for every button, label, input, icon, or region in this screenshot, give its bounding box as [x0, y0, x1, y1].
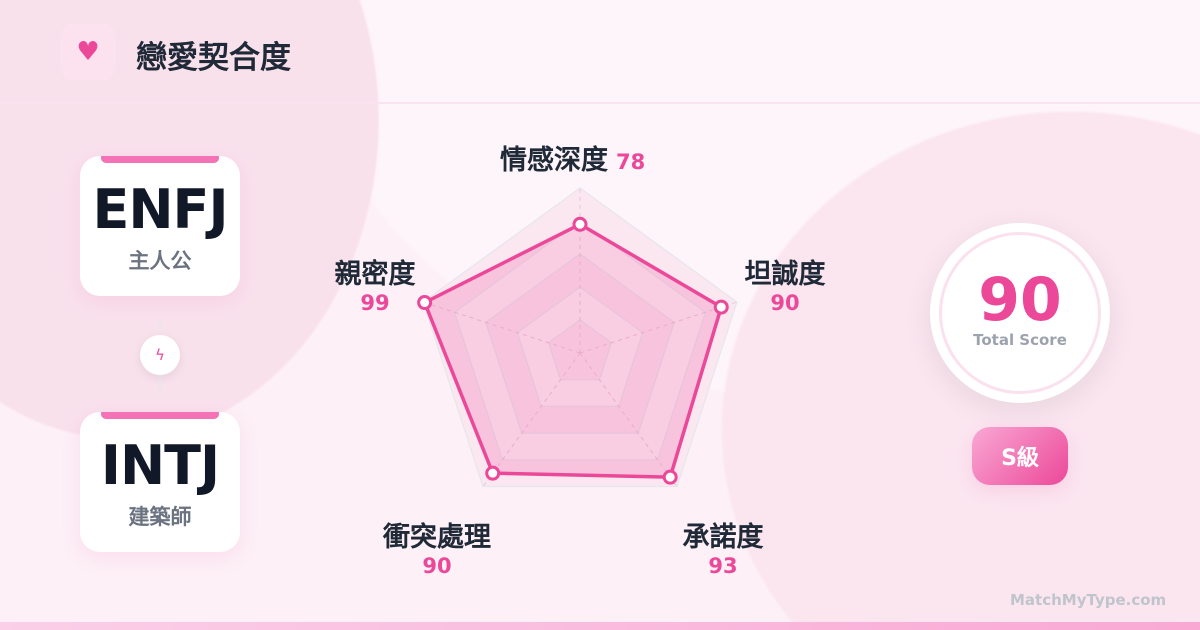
- connector-line: [159, 320, 161, 330]
- data-point: [572, 216, 588, 232]
- grid-axis: [579, 301, 738, 354]
- axis-value: 78: [616, 150, 646, 174]
- axis-label-4: 親密度 99: [320, 252, 430, 315]
- connector-line: [159, 380, 161, 390]
- axis-name: 親密度: [334, 259, 416, 290]
- grade-badge: S級: [972, 427, 1068, 485]
- grid-axis: [579, 352, 678, 487]
- score-ring: 90 Total Score: [939, 232, 1101, 394]
- data-point: [417, 295, 433, 311]
- axis-value: 90: [770, 291, 800, 315]
- type-card-1: ENFJ 主人公: [80, 156, 240, 296]
- axis-name: 情感深度: [500, 145, 608, 176]
- site-watermark: MatchMyType.com: [1010, 591, 1167, 609]
- total-score-badge: 90 Total Score: [930, 223, 1110, 403]
- type-nickname: 建築師: [128, 505, 192, 529]
- data-point: [485, 465, 501, 481]
- heart-icon: ♥: [60, 24, 116, 80]
- axis-name: 衝突處理: [383, 522, 491, 553]
- grid-axis: [422, 301, 581, 354]
- axis-label-0: 情感深度 78: [500, 138, 645, 177]
- axis-label-2: 承諾度 93: [668, 515, 778, 578]
- data-area: [422, 222, 723, 479]
- axis-value: 93: [708, 554, 738, 578]
- axis-value: 90: [422, 554, 452, 578]
- score-value: 90: [978, 265, 1062, 335]
- data-point: [713, 299, 729, 315]
- type-nickname: 主人公: [128, 249, 192, 273]
- data-point: [662, 469, 678, 485]
- axis-label-1: 坦誠度 90: [730, 252, 840, 315]
- score-caption: Total Score: [973, 331, 1067, 349]
- axis-name: 承諾度: [682, 522, 764, 553]
- axis-name: 坦誠度: [744, 259, 826, 290]
- axis-label-3: 衝突處理 90: [367, 515, 507, 578]
- axis-value: 99: [360, 291, 390, 315]
- bottom-bar: [0, 622, 1200, 630]
- card-accent-bar: [101, 156, 219, 163]
- header: ♥ 戀愛契合度: [0, 0, 1200, 104]
- lightning-icon: ϟ: [140, 335, 180, 375]
- card-accent-bar: [101, 412, 219, 419]
- type-code: ENFJ: [92, 178, 228, 241]
- page-title: 戀愛契合度: [136, 40, 291, 76]
- type-card-2: INTJ 建築師: [80, 412, 240, 552]
- grid-axis: [482, 352, 581, 487]
- type-code: INTJ: [100, 434, 220, 497]
